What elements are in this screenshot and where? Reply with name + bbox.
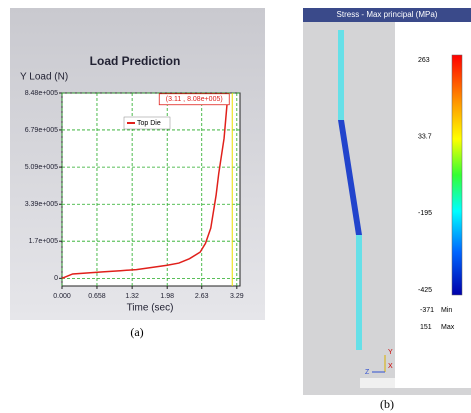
y-tick-label: 8.48e+005 [25, 90, 58, 97]
y-tick-label: 0 [54, 275, 58, 282]
max-label: Max [441, 324, 455, 331]
chart-title: Load Prediction [90, 54, 181, 68]
scale-tick-label: -425 [418, 287, 432, 294]
x-axis-label: Time (sec) [127, 303, 174, 314]
x-tick-label: 0.658 [88, 293, 106, 300]
die [360, 378, 395, 388]
x-tick-label: 3.29 [230, 293, 244, 300]
x-tick-label: 1.98 [160, 293, 174, 300]
min-label: Min [441, 307, 452, 314]
part [338, 30, 344, 120]
scale-tick-label: 263 [418, 57, 430, 64]
annotation: (3.11 , 8.08e+005) [166, 96, 223, 103]
contour-title: Stress - Max principal (MPa) [337, 10, 438, 19]
figure: Load Prediction Y Load (N) Time (sec) (a… [0, 0, 471, 413]
y-axis-label: Y Load (N) [20, 72, 68, 83]
min-value: -371 [420, 307, 434, 314]
x-tick-label: 1.32 [125, 293, 139, 300]
axis-label: X [388, 363, 393, 370]
y-tick-label: 5.09e+005 [25, 164, 58, 171]
max-value: 151 [420, 324, 432, 331]
caption: (b) [380, 397, 394, 411]
caption: (a) [130, 325, 143, 339]
legend-label: Top Die [137, 120, 161, 127]
y-tick-label: 6.79e+005 [25, 127, 58, 134]
scale-tick-label: 33.7 [418, 133, 432, 140]
colorbar [452, 55, 462, 295]
x-tick-label: 2.63 [195, 293, 209, 300]
y-tick-label: 3.39e+005 [25, 201, 58, 208]
x-tick-label: 0.000 [53, 293, 71, 300]
y-tick-label: 1.7e+005 [29, 238, 58, 245]
part [356, 235, 362, 350]
axis-label: Z [365, 369, 370, 376]
scale-tick-label: -195 [418, 210, 432, 217]
axis-label: Y [388, 349, 393, 356]
